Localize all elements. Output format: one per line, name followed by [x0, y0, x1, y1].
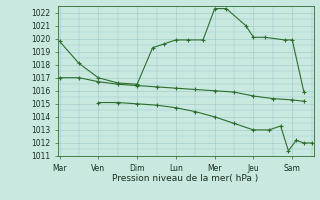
X-axis label: Pression niveau de la mer( hPa ): Pression niveau de la mer( hPa ) [112, 174, 259, 183]
